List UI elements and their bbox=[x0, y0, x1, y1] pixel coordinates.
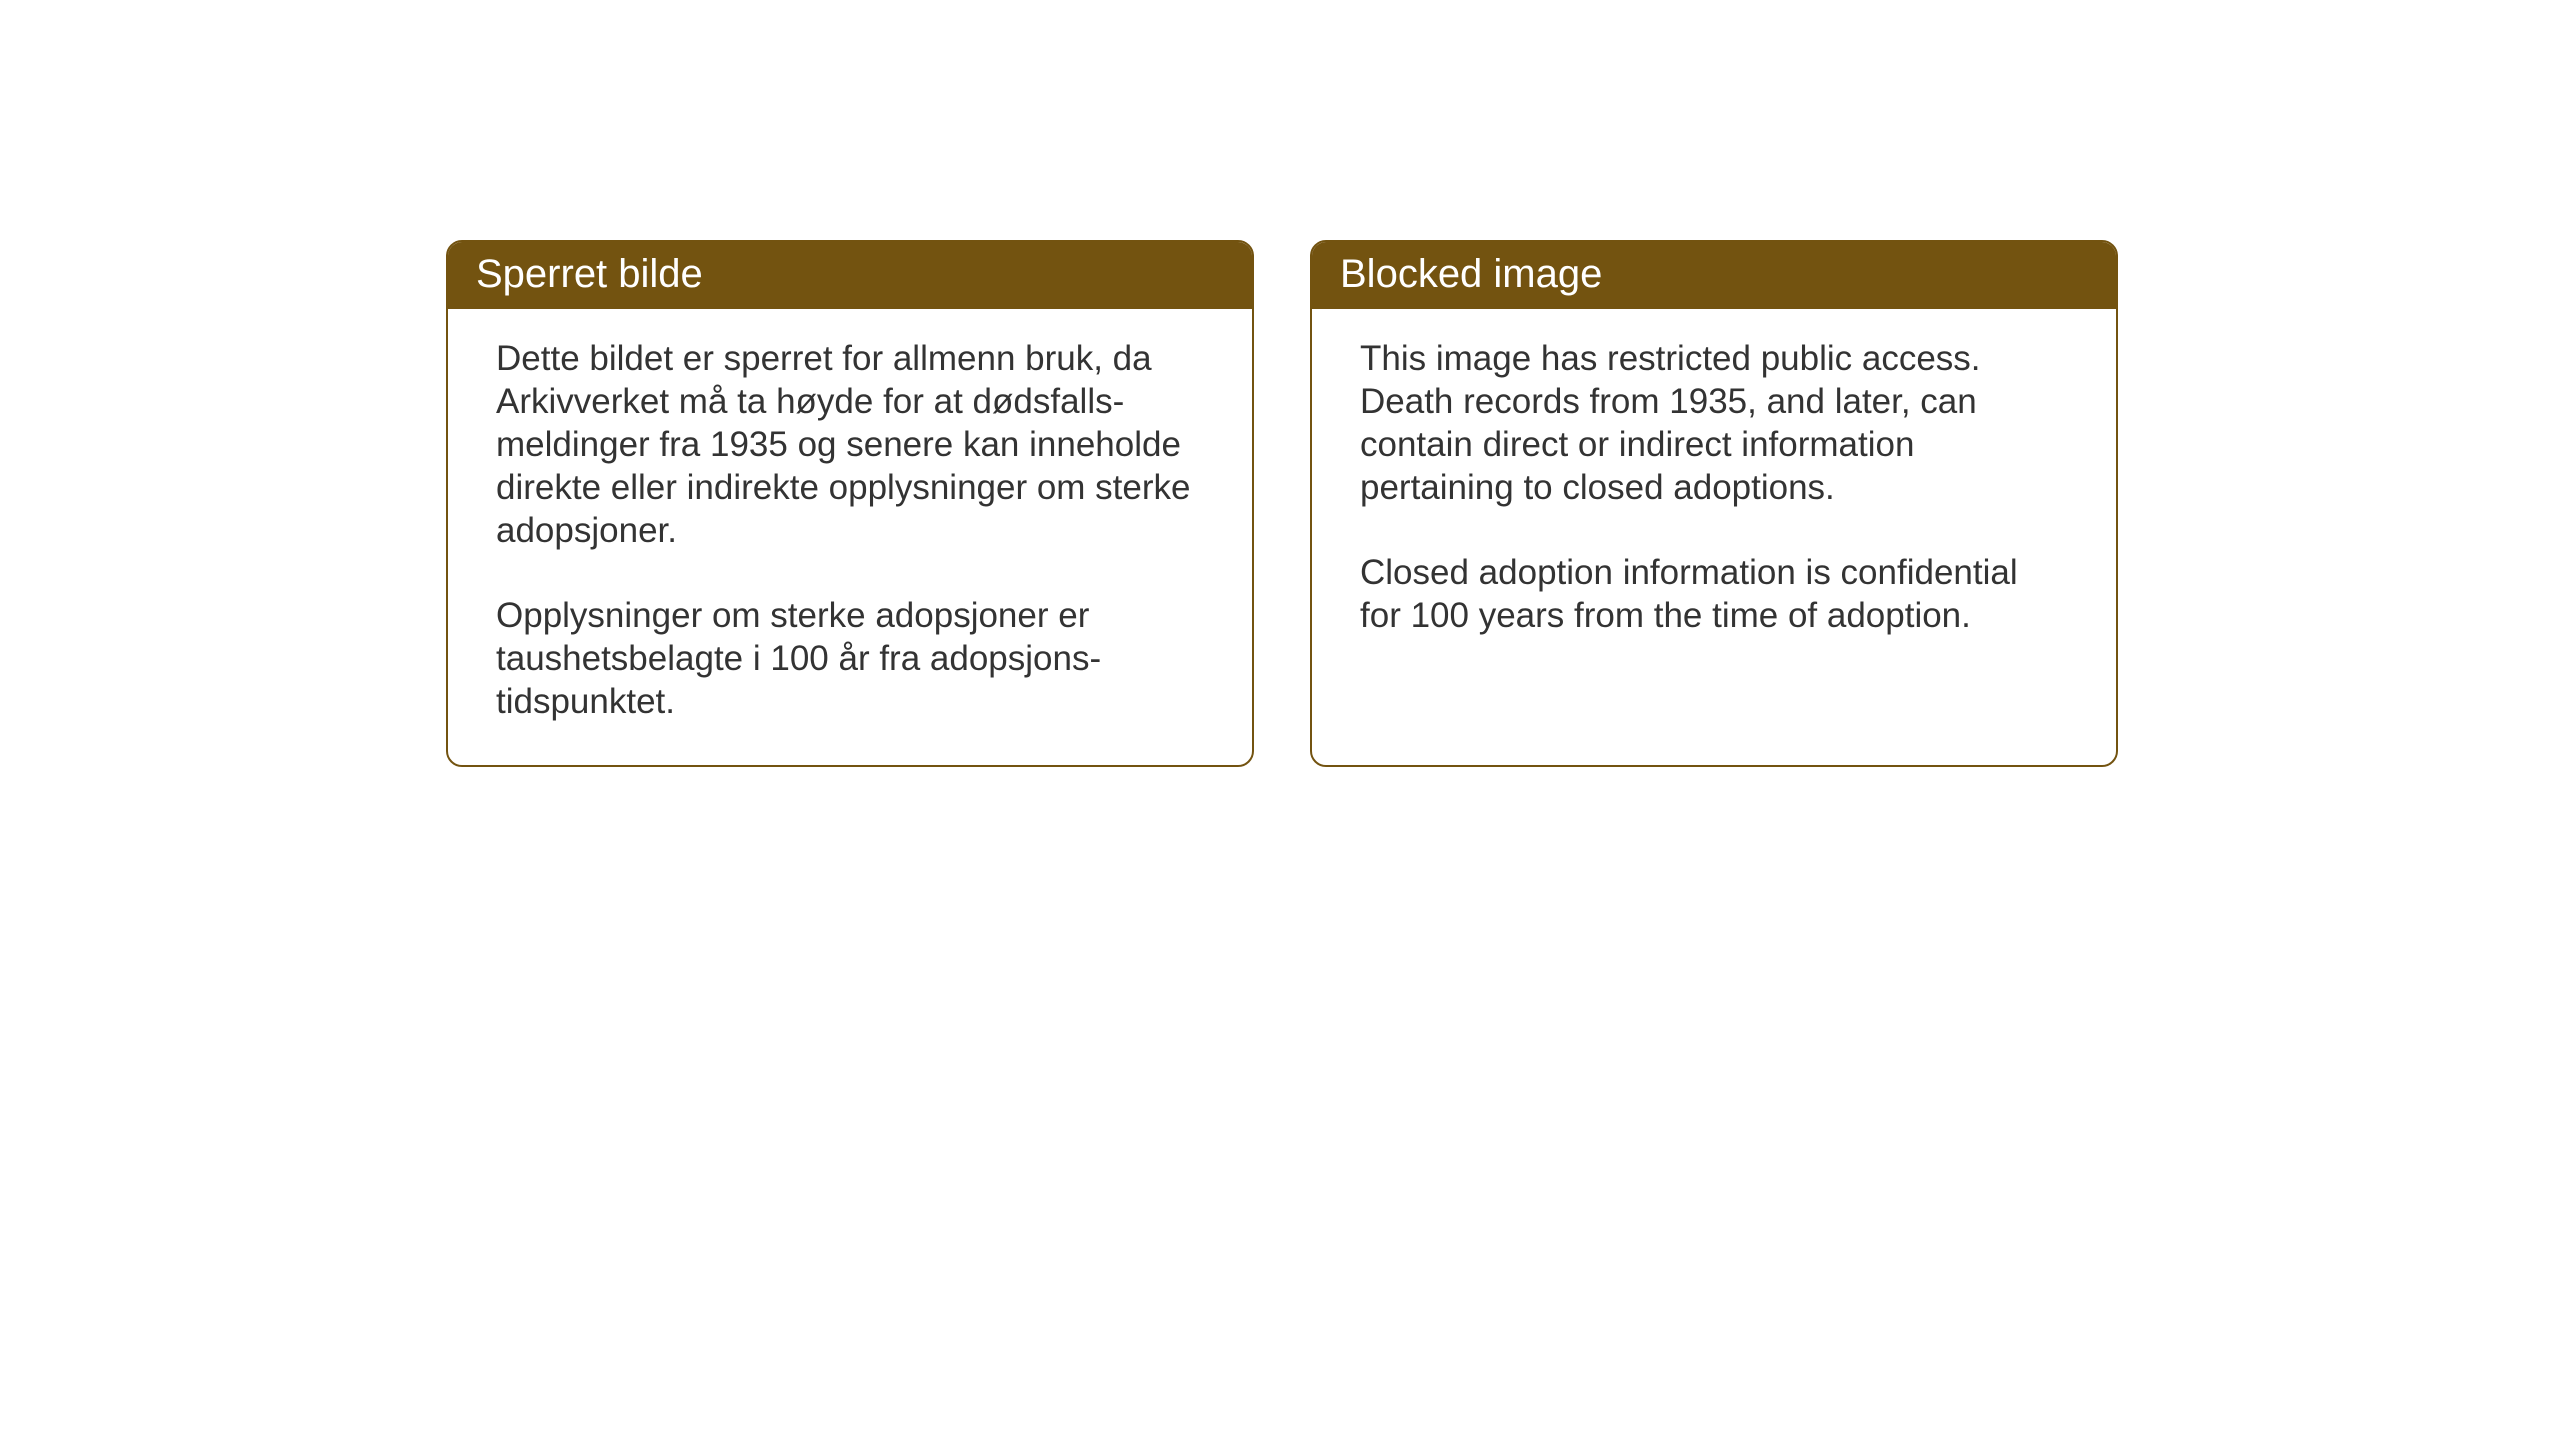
paragraph-2-norwegian: Opplysninger om sterke adopsjoner er tau… bbox=[496, 594, 1204, 723]
paragraph-2-english: Closed adoption information is confident… bbox=[1360, 551, 2068, 637]
card-body-norwegian: Dette bildet er sperret for allmenn bruk… bbox=[448, 309, 1252, 765]
paragraph-1-norwegian: Dette bildet er sperret for allmenn bruk… bbox=[496, 337, 1204, 552]
card-english: Blocked image This image has restricted … bbox=[1310, 240, 2118, 767]
paragraph-1-english: This image has restricted public access.… bbox=[1360, 337, 2068, 509]
card-norwegian: Sperret bilde Dette bildet er sperret fo… bbox=[446, 240, 1254, 767]
cards-container: Sperret bilde Dette bildet er sperret fo… bbox=[446, 240, 2118, 767]
card-body-english: This image has restricted public access.… bbox=[1312, 309, 2116, 679]
card-header-english: Blocked image bbox=[1312, 242, 2116, 309]
card-header-norwegian: Sperret bilde bbox=[448, 242, 1252, 309]
card-title-norwegian: Sperret bilde bbox=[476, 252, 703, 296]
card-title-english: Blocked image bbox=[1340, 252, 1602, 296]
